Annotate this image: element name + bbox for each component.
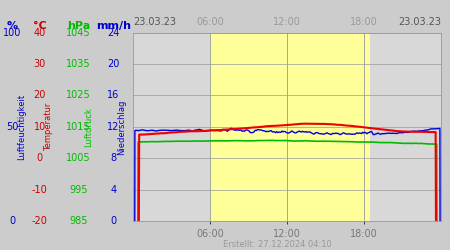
Text: 12:00: 12:00 (273, 17, 301, 27)
Text: 0: 0 (110, 216, 117, 226)
Text: Temperatur: Temperatur (44, 103, 53, 151)
Text: Luftdruck: Luftdruck (85, 107, 94, 147)
Text: 1025: 1025 (67, 90, 91, 101)
Text: 20: 20 (107, 59, 120, 69)
Text: 1035: 1035 (67, 59, 91, 69)
Text: Erstellt: 27.12.2024 04:10: Erstellt: 27.12.2024 04:10 (223, 240, 332, 249)
Text: -20: -20 (32, 216, 48, 226)
Text: 23.03.23: 23.03.23 (133, 17, 176, 27)
Text: 20: 20 (33, 90, 46, 101)
Text: 40: 40 (33, 28, 46, 38)
Text: °C: °C (33, 21, 46, 31)
Text: Niederschlag: Niederschlag (117, 99, 126, 154)
Text: 100: 100 (4, 28, 22, 38)
Text: 4: 4 (110, 185, 117, 195)
Text: 8: 8 (110, 153, 117, 163)
Text: 50: 50 (6, 122, 19, 132)
Text: 06:00: 06:00 (196, 17, 224, 27)
Text: 0: 0 (36, 153, 43, 163)
Text: 985: 985 (69, 216, 88, 226)
Text: 0: 0 (9, 216, 16, 226)
Text: 1005: 1005 (67, 153, 91, 163)
Text: 30: 30 (33, 59, 46, 69)
Text: Luftfeuchtigkeit: Luftfeuchtigkeit (17, 94, 26, 160)
Bar (210, 32, 370, 221)
Text: 1015: 1015 (67, 122, 91, 132)
Text: 18:00: 18:00 (350, 17, 378, 27)
Text: 10: 10 (33, 122, 46, 132)
Text: 23.03.23: 23.03.23 (398, 17, 441, 27)
Text: 16: 16 (107, 90, 120, 101)
Text: 12: 12 (107, 122, 120, 132)
Text: 1045: 1045 (67, 28, 91, 38)
Text: hPa: hPa (67, 21, 90, 31)
Text: 24: 24 (107, 28, 120, 38)
Text: mm/h: mm/h (96, 21, 131, 31)
Text: %: % (7, 21, 18, 31)
Text: -10: -10 (32, 185, 47, 195)
Text: 995: 995 (69, 185, 88, 195)
